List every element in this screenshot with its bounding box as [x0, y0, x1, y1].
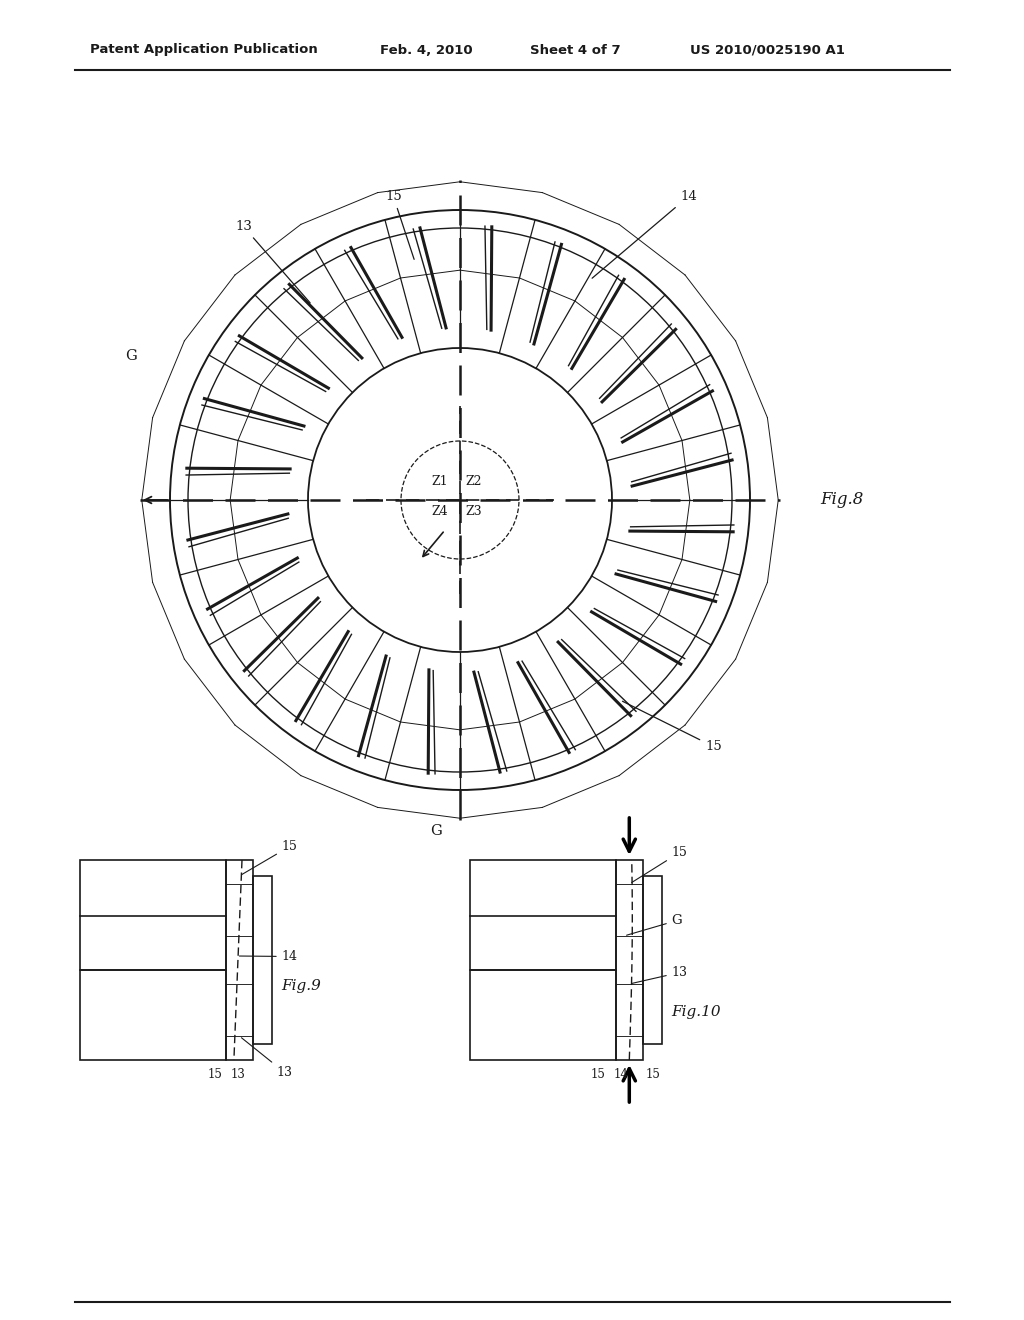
Text: G: G	[430, 824, 441, 838]
Bar	[226, 861, 253, 1060]
Bar	[80, 970, 226, 1060]
Text: 13: 13	[632, 966, 688, 983]
Text: 15: 15	[646, 1068, 660, 1081]
Bar	[80, 861, 226, 970]
Bar	[470, 970, 615, 1060]
Text: Sheet 4 of 7: Sheet 4 of 7	[530, 44, 621, 57]
Bar	[615, 861, 643, 1060]
Text: Patent Application Publication: Patent Application Publication	[90, 44, 317, 57]
Text: Fig.8: Fig.8	[820, 491, 863, 508]
Text: Z3: Z3	[465, 506, 481, 517]
Circle shape	[308, 348, 612, 652]
Text: 15: 15	[385, 190, 414, 259]
Text: 15: 15	[242, 840, 298, 875]
Text: G: G	[125, 348, 137, 363]
Text: Z4: Z4	[431, 506, 449, 517]
Text: Z2: Z2	[465, 475, 481, 488]
Text: 15: 15	[591, 1068, 605, 1081]
Text: Fig.10: Fig.10	[672, 1005, 721, 1019]
Text: 13: 13	[230, 1068, 246, 1081]
Bar	[643, 876, 662, 1044]
Text: 13: 13	[242, 1038, 293, 1078]
Text: Feb. 4, 2010: Feb. 4, 2010	[380, 44, 473, 57]
Bar	[253, 876, 271, 1044]
Text: 13: 13	[234, 220, 310, 302]
Text: 14: 14	[613, 1068, 629, 1081]
Bar	[470, 861, 615, 970]
Text: 15: 15	[623, 701, 722, 752]
Text: 14: 14	[240, 950, 298, 964]
Text: G: G	[627, 913, 682, 936]
Text: 15: 15	[632, 846, 687, 883]
Text: US 2010/0025190 A1: US 2010/0025190 A1	[690, 44, 845, 57]
Text: 14: 14	[592, 190, 696, 279]
Text: 15: 15	[208, 1068, 222, 1081]
Text: Fig.9: Fig.9	[282, 979, 322, 993]
Text: Z1: Z1	[431, 475, 449, 488]
